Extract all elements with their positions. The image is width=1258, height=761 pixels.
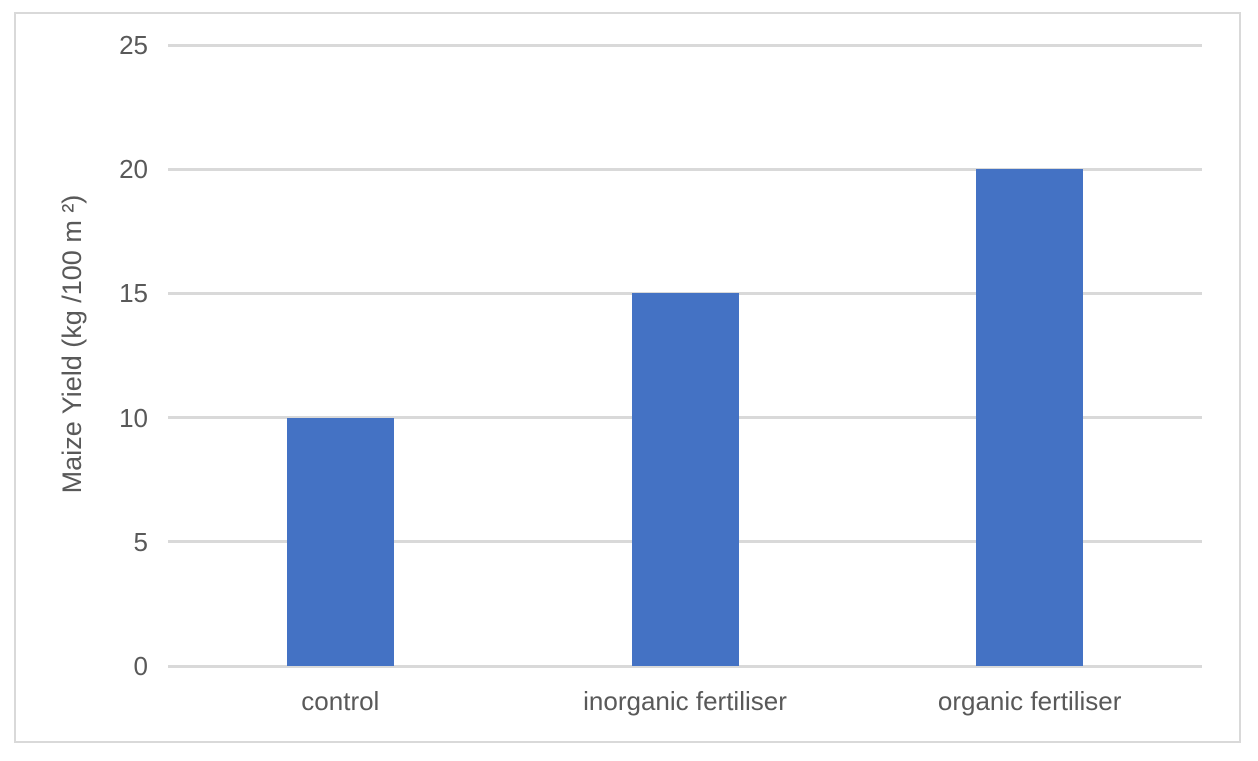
bar-inorganic-fertiliser — [631, 293, 739, 666]
y-tick-label-0: 0 — [133, 651, 148, 681]
gridline-0 — [168, 664, 1202, 668]
y-tick-label-5: 5 — [133, 526, 148, 557]
gridline-20 — [168, 167, 1202, 171]
x-category-label-organic-fertiliser: organic fertiliser — [937, 686, 1122, 716]
x-category-label-inorganic-fertiliser: inorganic fertiliser — [583, 686, 787, 716]
x-category-label-control: control — [301, 686, 380, 716]
y-tick-label-25: 25 — [119, 30, 148, 60]
plot-area — [168, 43, 1202, 668]
y-tick-label-10: 10 — [119, 402, 148, 433]
bar-control — [286, 417, 394, 666]
gridline-15 — [168, 291, 1202, 295]
y-tick-label-15: 15 — [119, 278, 148, 309]
gridline-25 — [168, 43, 1202, 47]
y-tick-label-20: 20 — [119, 154, 148, 185]
bar-layer — [168, 45, 1202, 666]
bar-organic-fertiliser — [976, 169, 1084, 666]
